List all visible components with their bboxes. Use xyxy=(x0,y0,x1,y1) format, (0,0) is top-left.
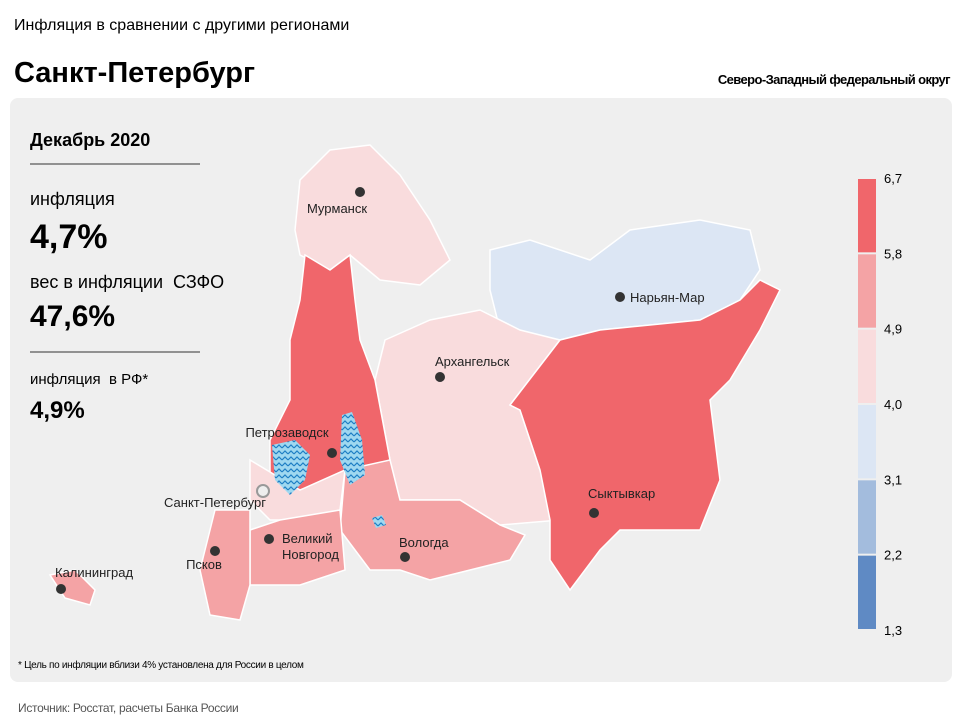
weight-label: вес в инфляции СЗФО xyxy=(30,272,224,292)
russia-value: 4,9% xyxy=(30,397,85,424)
legend-label: 4,9 xyxy=(884,322,902,337)
city-dot xyxy=(615,292,625,302)
city-dot xyxy=(589,508,599,518)
region xyxy=(294,144,451,286)
russia-label: инфляция в РФ* xyxy=(30,371,148,388)
legend-label: 5,8 xyxy=(884,246,902,261)
city-dot xyxy=(327,448,337,458)
legend-label: 4,0 xyxy=(884,397,902,412)
region xyxy=(508,279,782,592)
city-label: Санкт-Петербург xyxy=(164,495,266,510)
city-dot xyxy=(264,534,274,544)
region xyxy=(48,569,96,606)
city-dot xyxy=(56,584,66,594)
legend-label: 6,7 xyxy=(884,171,902,186)
region xyxy=(339,459,527,581)
legend-label: 2,2 xyxy=(884,548,902,563)
city-label: Мурманск xyxy=(307,201,367,216)
lake xyxy=(272,440,310,495)
city-label: Псков xyxy=(186,557,222,572)
source: Источник: Росстат, расчеты Банка России xyxy=(18,701,238,715)
legend-swatch xyxy=(858,254,876,328)
legend-label: 3,1 xyxy=(884,472,902,487)
inflation-label: инфляция xyxy=(30,189,115,209)
footnote: * Цель по инфляции вблизи 4% установлена… xyxy=(18,659,304,671)
city-label: Сыктывкар xyxy=(588,486,655,501)
city-label: Архангельск xyxy=(435,354,510,369)
weight-value: 47,6% xyxy=(30,300,115,333)
legend: 6,7 5,8 4,9 4,0 3,1 2,2 1,3 xyxy=(858,171,902,638)
city-dot xyxy=(355,187,365,197)
period: Декабрь 2020 xyxy=(30,130,150,150)
city-label: Новгород xyxy=(282,547,339,562)
legend-swatch xyxy=(858,555,876,629)
city-dot xyxy=(256,484,270,498)
legend-swatch xyxy=(858,179,876,253)
legend-label: 1,3 xyxy=(884,623,902,638)
subtitle: Инфляция в сравнении с другими регионами xyxy=(14,17,349,34)
lake xyxy=(372,515,386,528)
city-dot xyxy=(400,552,410,562)
city-label: Нарьян-Мар xyxy=(630,290,705,305)
cities: Мурманск Нарьян-Мар Архангельск Петрозаводс… xyxy=(55,187,705,594)
city-label: Вологда xyxy=(399,535,449,550)
district: Северо-Западный федеральный округ xyxy=(718,72,951,87)
region xyxy=(199,509,251,621)
legend-swatch xyxy=(858,405,876,479)
city-label: Петрозаводск xyxy=(245,425,328,440)
legend-swatch xyxy=(858,329,876,403)
city-dot xyxy=(210,546,220,556)
title: Санкт-Петербург xyxy=(14,57,255,89)
city-label: Калининград xyxy=(55,565,133,580)
inflation-value: 4,7% xyxy=(30,218,108,256)
regions xyxy=(48,144,782,621)
city-label: Великий xyxy=(282,531,333,546)
city-dot xyxy=(435,372,445,382)
legend-swatch xyxy=(858,480,876,554)
lake xyxy=(340,412,365,485)
